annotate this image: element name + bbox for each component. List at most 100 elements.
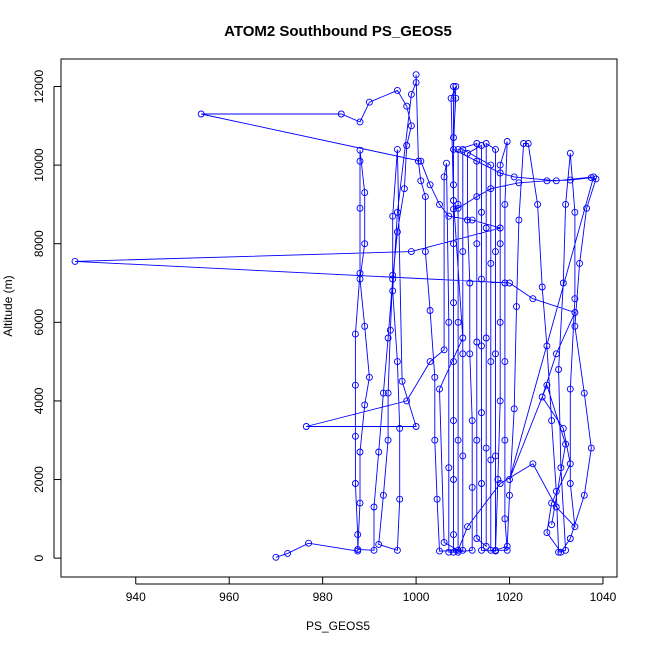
data-point — [566, 460, 574, 468]
data-point — [487, 259, 495, 267]
x-tick-label: 960 — [219, 590, 239, 604]
data-point — [580, 491, 588, 499]
data-point — [590, 173, 598, 181]
data-point — [445, 318, 453, 326]
data-point — [393, 145, 401, 153]
data-point — [393, 228, 401, 236]
data-point — [454, 436, 462, 444]
data-point — [576, 259, 584, 267]
data-point — [510, 173, 518, 181]
data-point — [450, 205, 457, 213]
data-point — [356, 118, 364, 126]
data-point — [450, 240, 457, 248]
data-point — [370, 503, 378, 511]
data-point — [375, 540, 383, 548]
data-point — [436, 547, 443, 555]
data-point — [468, 483, 476, 491]
data-point — [466, 350, 474, 358]
data-point — [452, 94, 460, 102]
data-point — [379, 389, 387, 397]
data-point — [389, 212, 397, 220]
x-tick-label: 980 — [313, 590, 333, 604]
data-point — [468, 417, 476, 425]
data-point — [426, 358, 434, 366]
data-point — [580, 389, 588, 397]
data-point — [583, 204, 591, 212]
data-point — [414, 157, 422, 165]
y-tick-label: 10000 — [32, 148, 46, 182]
data-point — [492, 546, 499, 554]
data-point — [412, 79, 420, 87]
data-point — [473, 436, 481, 444]
data-point — [538, 393, 546, 401]
data-point — [473, 193, 481, 201]
data-point — [393, 546, 401, 554]
data-point — [284, 549, 292, 557]
data-point — [529, 295, 537, 303]
data-point — [356, 157, 364, 165]
data-point — [571, 322, 579, 330]
data-point — [468, 546, 476, 554]
data-point — [473, 140, 481, 147]
data-point — [443, 159, 450, 167]
data-point — [571, 309, 579, 316]
data-point — [426, 181, 434, 189]
y-tick-label: 4000 — [32, 387, 46, 414]
data-point — [386, 326, 394, 334]
data-point — [543, 529, 551, 537]
data-point — [412, 423, 420, 430]
data-point — [375, 448, 383, 456]
data-point — [492, 350, 499, 358]
chart-title: ATOM2 Southbound PS_GEOS5 — [224, 23, 452, 40]
data-point — [571, 523, 579, 531]
data-point — [492, 452, 499, 460]
data-point — [398, 377, 406, 385]
data-point — [566, 149, 574, 157]
data-point — [552, 177, 560, 185]
data-point — [365, 98, 373, 106]
data-point — [450, 145, 457, 153]
data-point — [356, 499, 364, 507]
data-point — [459, 334, 467, 342]
data-point — [473, 240, 481, 248]
x-axis-label: PS_GEOS5 — [306, 619, 370, 633]
data-point — [559, 279, 567, 287]
data-point — [337, 110, 345, 118]
data-point — [552, 350, 560, 358]
y-axis-label: Altitude (m) — [1, 275, 15, 336]
data-point — [450, 197, 457, 204]
y-tick-label: 12000 — [32, 70, 46, 104]
data-point — [389, 275, 397, 283]
data-point — [487, 358, 495, 366]
data-point — [407, 90, 415, 98]
data-point — [501, 279, 509, 287]
data-point — [351, 480, 359, 487]
data-point — [445, 548, 453, 556]
data-point — [450, 417, 457, 425]
y-tick-label: 8000 — [32, 230, 46, 257]
data-point — [503, 138, 511, 145]
data-point — [459, 248, 467, 256]
data-point — [496, 480, 504, 487]
data-point — [356, 448, 364, 456]
data-point — [552, 487, 560, 495]
data-point — [478, 342, 485, 350]
data-point — [71, 257, 79, 265]
data-point — [412, 71, 420, 79]
data-point — [450, 134, 457, 142]
data-point — [431, 436, 439, 444]
y-tick-label: 0 — [32, 554, 46, 561]
data-point — [506, 279, 513, 287]
data-point — [351, 432, 359, 440]
data-point — [384, 334, 392, 342]
data-point — [482, 444, 490, 452]
data-point — [515, 216, 523, 224]
data-point — [555, 366, 563, 373]
data-point — [548, 521, 556, 529]
data-point — [496, 169, 504, 177]
data-point — [417, 157, 425, 165]
data-point — [396, 495, 404, 503]
data-point — [548, 499, 556, 507]
data-point — [384, 389, 392, 397]
